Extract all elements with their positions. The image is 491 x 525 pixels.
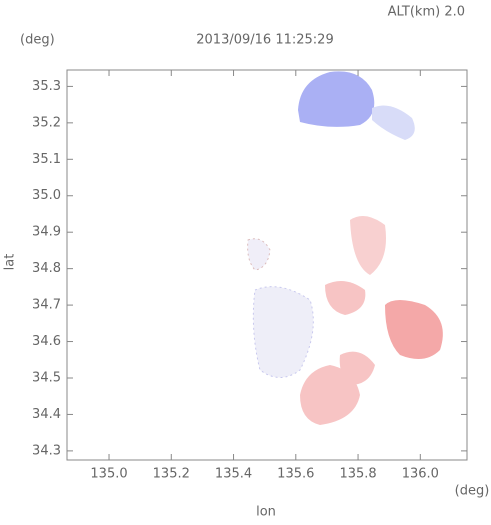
echo-regions (247, 71, 443, 425)
x-tick-label: 135.6 (277, 467, 314, 482)
mixed-region (247, 238, 271, 271)
red-region (325, 281, 366, 315)
y-tick-label: 34.7 (32, 298, 61, 313)
red-region (300, 365, 360, 425)
x-unit: (deg) (455, 484, 490, 499)
x-tick-label: 136.0 (402, 467, 439, 482)
y-tick-label: 34.6 (32, 334, 61, 349)
y-tick-label: 34.8 (32, 261, 61, 276)
y-unit: (deg) (20, 33, 55, 48)
mixed-region (252, 286, 314, 378)
altitude-label: ALT(km) 2.0 (388, 5, 465, 20)
y-tick-label: 34.5 (32, 370, 61, 385)
x-tick-label: 135.8 (339, 467, 376, 482)
light-blue-region (372, 105, 415, 140)
red-region (385, 300, 443, 359)
x-tick-label: 135.2 (153, 467, 190, 482)
y-tick-label: 35.3 (32, 79, 61, 94)
blue-region (298, 71, 375, 127)
x-tick-label: 135.4 (215, 467, 252, 482)
y-tick-label: 34.9 (32, 225, 61, 240)
y-tick-label: 34.4 (32, 407, 61, 422)
y-tick-label: 35.0 (32, 188, 61, 203)
red-region (350, 216, 386, 275)
red-region (339, 351, 375, 385)
x-axis-label: lon (256, 505, 276, 520)
y-tick-label: 35.2 (32, 115, 61, 130)
y-tick-label: 34.3 (32, 443, 61, 458)
plot-frame (66, 69, 468, 461)
y-axis-label: lat (3, 254, 18, 271)
y-tick-label: 35.1 (32, 152, 61, 167)
x-tick-label: 135.0 (90, 467, 127, 482)
chart-title: 2013/09/16 11:25:29 (196, 33, 333, 48)
